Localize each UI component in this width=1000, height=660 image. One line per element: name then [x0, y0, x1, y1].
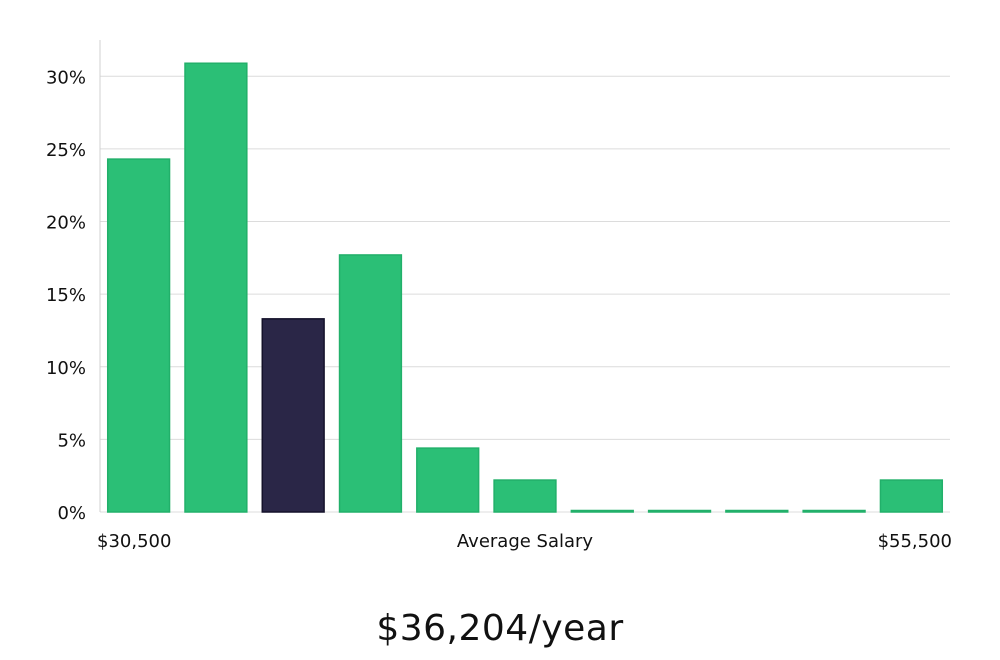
bars — [106, 62, 944, 513]
y-tick-label: 0% — [57, 503, 86, 524]
y-tick-label: 25% — [46, 140, 86, 161]
bar-highlighted — [261, 318, 325, 513]
x-max-label: $55,500 — [878, 531, 952, 552]
y-axis-ticks: 0% 5% 10% 15% 20% 25% 30% — [46, 67, 86, 524]
average-salary-summary: $36,204/year — [376, 608, 624, 649]
bar — [879, 479, 944, 513]
x-axis-labels: $30,500 Average Salary $55,500 — [97, 531, 952, 552]
y-tick-label: 5% — [57, 430, 86, 451]
y-tick-label: 10% — [46, 358, 86, 379]
bar — [570, 509, 634, 513]
y-tick-label: 30% — [46, 67, 86, 88]
bar — [725, 509, 789, 513]
chart-svg: 0% 5% 10% 15% 20% 25% 30% $30,500 Average Sala… — [46, 40, 952, 552]
bar — [338, 254, 403, 513]
y-tick-label: 15% — [46, 285, 86, 306]
bar — [184, 62, 248, 513]
x-axis-title: Average Salary — [457, 531, 594, 552]
x-min-label: $30,500 — [97, 531, 171, 552]
bar — [493, 479, 557, 513]
y-tick-label: 20% — [46, 213, 86, 234]
bar — [802, 509, 866, 513]
bar — [106, 158, 171, 513]
bar — [647, 509, 712, 513]
bar — [416, 447, 480, 513]
